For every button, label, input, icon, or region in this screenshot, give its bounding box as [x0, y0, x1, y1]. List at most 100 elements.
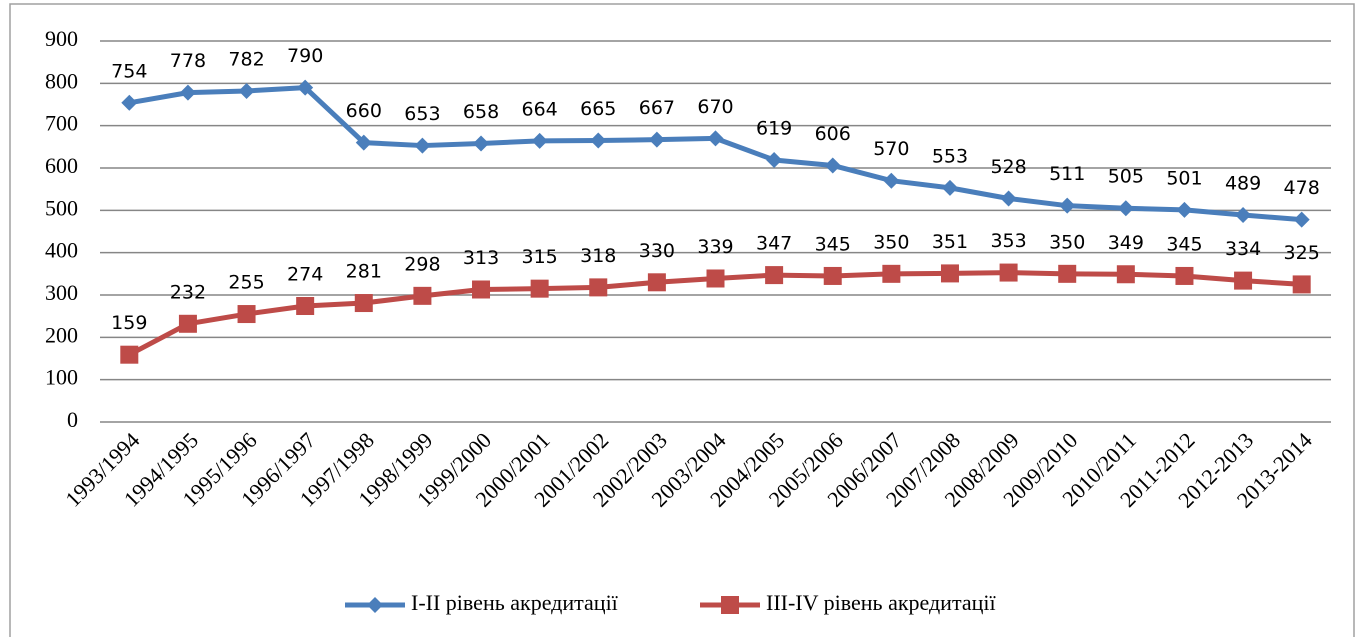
data-label: 489: [1225, 172, 1261, 194]
data-label: 334: [1225, 238, 1261, 260]
data-label: 606: [815, 123, 851, 145]
data-point: [297, 79, 314, 96]
legend-marker: [367, 597, 383, 613]
data-label: 478: [1284, 177, 1320, 199]
data-point: [238, 82, 255, 99]
data-point: [824, 157, 841, 174]
data-point: [178, 314, 197, 333]
data-label: 159: [111, 312, 147, 334]
data-label: 351: [932, 231, 968, 253]
data-point: [354, 294, 373, 313]
y-tick-label: 800: [45, 68, 78, 93]
data-point: [1234, 271, 1253, 290]
data-point: [1175, 266, 1194, 285]
data-label: 653: [404, 103, 440, 125]
data-point: [941, 179, 958, 196]
data-label: 528: [990, 156, 1026, 178]
data-label: 232: [170, 281, 206, 303]
data-point: [589, 278, 608, 297]
data-point: [121, 94, 138, 111]
y-tick-label: 200: [45, 322, 78, 347]
data-label: 255: [228, 272, 264, 294]
data-label: 505: [1108, 166, 1144, 188]
data-point: [1000, 190, 1017, 207]
chart-frame: [9, 3, 1355, 637]
data-label: 665: [580, 98, 616, 120]
data-label: 670: [697, 96, 733, 118]
y-tick-label: 0: [67, 407, 78, 432]
y-tick-label: 500: [45, 195, 78, 220]
y-tick-label: 700: [45, 111, 78, 136]
data-label: 315: [522, 246, 558, 268]
y-tick-label: 300: [45, 280, 78, 305]
y-tick-label: 600: [45, 153, 78, 178]
data-point: [179, 84, 196, 101]
data-point: [473, 135, 490, 152]
data-label: 350: [873, 231, 909, 253]
data-point: [1292, 275, 1311, 294]
data-label: 281: [346, 261, 382, 283]
legend-label: I-II рівень акредитації: [411, 590, 619, 615]
y-tick-label: 400: [45, 238, 78, 263]
data-point: [296, 297, 315, 316]
data-point: [1117, 200, 1134, 217]
data-label: 501: [1166, 167, 1202, 189]
data-point: [530, 279, 549, 298]
data-point: [120, 345, 139, 364]
data-label: 511: [1049, 163, 1085, 185]
data-label: 667: [639, 97, 675, 119]
data-point: [647, 273, 666, 292]
data-point: [413, 286, 432, 305]
data-label: 349: [1108, 232, 1144, 254]
y-tick-label: 100: [45, 365, 78, 390]
data-point: [1116, 265, 1135, 284]
data-label: 790: [287, 45, 323, 67]
data-label: 660: [346, 100, 382, 122]
data-label: 339: [697, 236, 733, 258]
data-point: [940, 264, 959, 283]
data-point: [1059, 197, 1076, 214]
y-tick-label: 900: [45, 26, 78, 51]
data-label: 347: [756, 233, 792, 255]
data-point: [237, 305, 256, 324]
data-label: 318: [580, 245, 616, 267]
data-point: [765, 266, 784, 285]
data-label: 345: [815, 233, 851, 255]
data-point: [823, 266, 842, 285]
data-label: 313: [463, 247, 499, 269]
data-point: [414, 137, 431, 154]
data-point: [590, 132, 607, 149]
data-label: 330: [639, 240, 675, 262]
data-point: [1293, 211, 1310, 228]
data-point: [472, 280, 491, 299]
data-point: [706, 269, 725, 288]
data-label: 325: [1284, 242, 1320, 264]
data-point: [1176, 201, 1193, 218]
legend-label: III-IV рівень акредитації: [766, 590, 996, 615]
data-point: [766, 151, 783, 168]
data-label: 619: [756, 117, 792, 139]
data-label: 298: [404, 253, 440, 275]
data-label: 664: [522, 98, 558, 120]
data-label: 350: [1049, 231, 1085, 253]
data-label: 778: [170, 50, 206, 72]
data-point: [648, 131, 665, 148]
data-label: 754: [111, 60, 147, 82]
data-label: 782: [228, 48, 264, 70]
data-point: [883, 172, 900, 189]
data-point: [1058, 264, 1077, 283]
data-point: [707, 130, 724, 147]
data-point: [1235, 206, 1252, 223]
data-label: 658: [463, 101, 499, 123]
data-point: [999, 263, 1018, 282]
data-label: 345: [1166, 233, 1202, 255]
legend-marker: [721, 596, 739, 614]
data-label: 274: [287, 264, 323, 286]
data-point: [531, 132, 548, 149]
data-point: [882, 264, 901, 283]
data-point: [355, 134, 372, 151]
data-label: 553: [932, 145, 968, 167]
data-label: 570: [873, 138, 909, 160]
data-label: 353: [990, 230, 1026, 252]
